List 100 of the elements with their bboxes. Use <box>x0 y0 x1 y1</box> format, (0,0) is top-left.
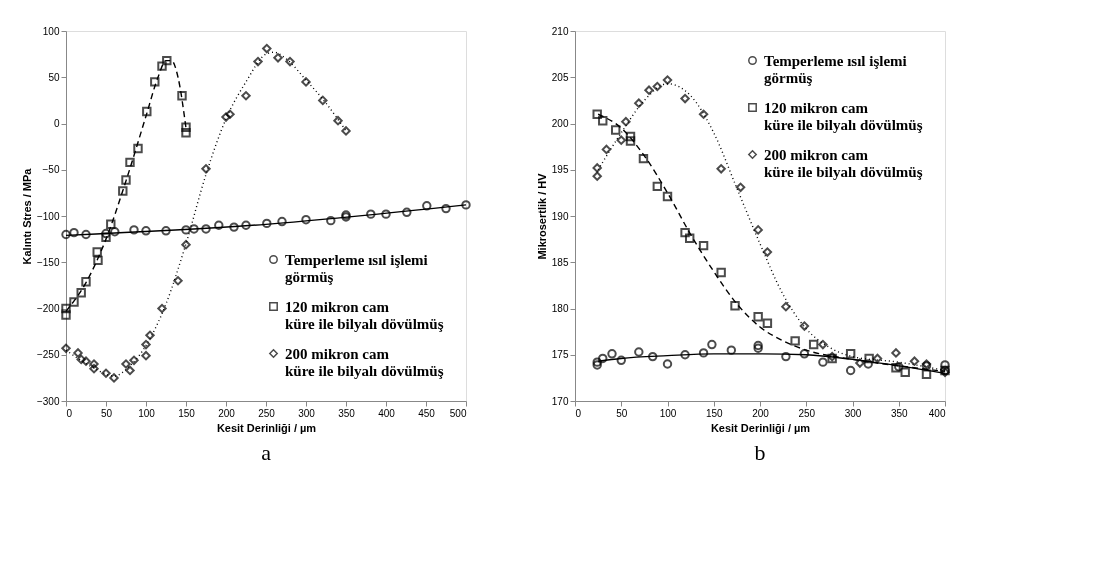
point <box>109 373 119 383</box>
point <box>863 359 873 369</box>
point <box>753 225 763 235</box>
legend-label: 200 mikron cam küre ile bilyalı dövülmüş <box>764 146 923 180</box>
x-tick-label: 350 <box>890 407 909 419</box>
point <box>150 77 160 87</box>
point <box>61 343 71 353</box>
point <box>241 91 251 101</box>
point <box>698 240 709 251</box>
point <box>366 209 376 219</box>
point <box>381 209 391 219</box>
point <box>173 276 183 286</box>
point <box>225 109 235 119</box>
x-axis-title: Kesit Derinliği / µm <box>216 421 317 434</box>
point <box>647 351 658 362</box>
point <box>189 224 199 234</box>
point <box>181 128 191 138</box>
x-tick-label: 200 <box>752 407 770 419</box>
point <box>726 345 737 355</box>
point <box>735 182 746 193</box>
point <box>616 135 626 145</box>
point <box>940 360 950 370</box>
point <box>598 116 608 126</box>
point <box>181 239 191 250</box>
point <box>808 339 819 350</box>
y-tick-label: −200 <box>36 303 60 314</box>
point <box>680 350 690 360</box>
x-tick-label: 50 <box>100 407 113 419</box>
point <box>684 233 695 243</box>
point <box>301 215 311 225</box>
point <box>141 350 151 361</box>
y-tick-label: 0 <box>53 118 60 129</box>
point <box>241 220 251 230</box>
point <box>92 247 102 257</box>
x-tick-label: 0 <box>575 407 582 419</box>
point <box>89 359 99 369</box>
point <box>181 122 191 132</box>
point <box>142 106 152 117</box>
y-tick-label: 100 <box>42 25 60 37</box>
point <box>638 153 649 164</box>
y-tick-label: −100 <box>36 210 60 222</box>
x-tick-label: 0 <box>66 407 73 419</box>
point <box>845 365 856 376</box>
y-tick-label: −50 <box>42 164 60 176</box>
point <box>680 93 690 104</box>
point <box>909 356 920 366</box>
point <box>625 136 636 146</box>
y-tick-label: 170 <box>551 395 569 407</box>
point <box>262 43 272 54</box>
y-tick-label: 190 <box>551 210 569 222</box>
point <box>341 126 351 136</box>
point <box>891 348 901 358</box>
point <box>93 255 103 266</box>
point <box>333 116 343 126</box>
legend-label: Temperleme ısıl işlemi görmüş <box>764 52 907 86</box>
point <box>818 339 828 350</box>
point <box>101 232 111 242</box>
y-tick-label: 205 <box>551 71 569 83</box>
point <box>900 367 910 378</box>
point <box>610 125 621 135</box>
point <box>69 297 79 307</box>
point <box>76 288 86 298</box>
point <box>598 353 608 364</box>
x-tick-label: 300 <box>844 407 862 419</box>
x-tick-label: 50 <box>616 407 628 419</box>
point <box>592 171 602 181</box>
point <box>781 301 791 312</box>
point <box>141 226 151 236</box>
point <box>76 354 86 365</box>
point <box>698 348 709 358</box>
point <box>662 191 673 202</box>
legend-label: 120 mikron cam küre ile bilyalı dövülmüş <box>764 99 923 133</box>
x-tick-label: 450 <box>418 407 436 419</box>
point <box>125 365 135 376</box>
point <box>762 247 773 257</box>
point <box>125 157 135 168</box>
y-axis-title: Mikrosertlik / HV <box>535 172 548 260</box>
point <box>110 227 120 237</box>
point <box>253 56 263 67</box>
x-tick-label: 100 <box>659 407 677 419</box>
y-tick-label: 210 <box>551 25 569 37</box>
y-tick-label: −150 <box>36 256 60 268</box>
point <box>644 85 654 95</box>
point <box>121 359 131 369</box>
point <box>161 226 171 236</box>
point <box>402 207 412 217</box>
point <box>662 359 673 369</box>
x-tick-label: 250 <box>798 407 816 419</box>
point <box>662 75 673 85</box>
point <box>221 112 231 122</box>
point <box>229 222 239 232</box>
x-tick-label: 200 <box>218 407 236 419</box>
point <box>214 220 224 230</box>
point <box>634 347 644 357</box>
point <box>680 227 690 238</box>
x-tick-label: 400 <box>378 407 396 419</box>
y-tick-label: −300 <box>36 395 60 407</box>
legend-label: 200 mikron cam küre ile bilyalı dövülmüş <box>285 345 444 379</box>
point <box>101 368 111 378</box>
point <box>69 227 79 238</box>
